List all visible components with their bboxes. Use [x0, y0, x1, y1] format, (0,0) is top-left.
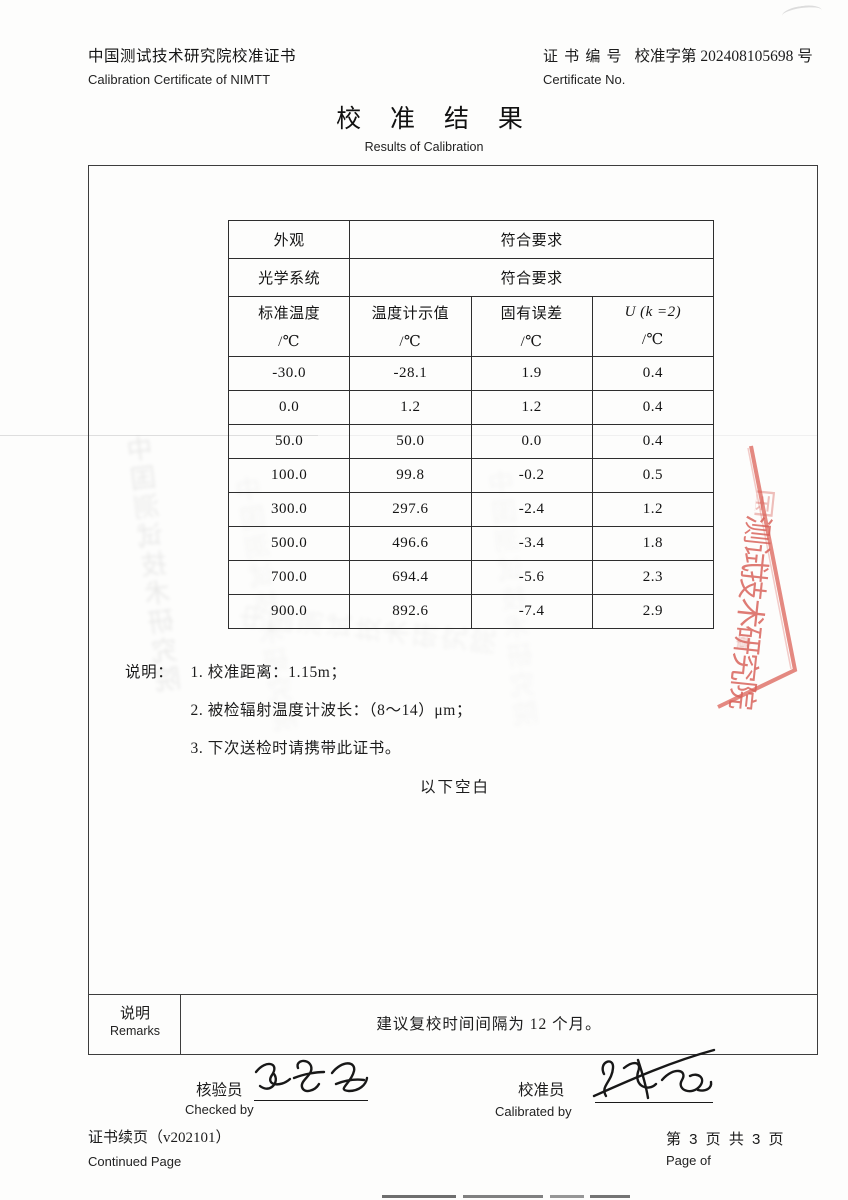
table-cell: 892.6: [349, 594, 472, 629]
table-cell: -2.4: [470, 492, 593, 527]
checked-by-label-en: Checked by: [185, 1102, 254, 1117]
row-value: 符合要求: [349, 220, 714, 259]
table-cell: -5.6: [470, 560, 593, 595]
column-header-uncertainty: U (k =2) /℃: [591, 296, 715, 357]
calibrated-by-label-zh: 校准员: [518, 1082, 565, 1099]
table-cell: -28.1: [349, 356, 472, 391]
table-cell: 900.0: [227, 594, 351, 629]
table-cell: 2.3: [591, 560, 715, 595]
scan-edge-mark: [463, 1195, 543, 1198]
table-row: 700.0 694.4 -5.6 2.3: [227, 560, 715, 595]
scan-edge-mark: [590, 1195, 630, 1198]
table-cell: 300.0: [227, 492, 351, 527]
table-cell: -30.0: [227, 356, 351, 391]
note-line: 说明： 1. 校准距离：1.15m；: [125, 660, 472, 698]
table-cell: -7.4: [470, 594, 593, 629]
footer-page-number-en: Page of: [666, 1153, 711, 1168]
org-title-zh: 中国测试技术研究院校准证书: [88, 48, 297, 65]
note-line: 3. 下次送检时请携带此证书。: [125, 736, 472, 774]
table-row: 300.0 297.6 -2.4 1.2: [227, 492, 715, 527]
checked-by-label-zh: 核验员: [196, 1082, 243, 1099]
column-header-standard-temp: 标准温度 /℃: [227, 296, 351, 357]
column-header-intrinsic-error: 固有误差 /℃: [470, 296, 593, 357]
table-cell: 500.0: [227, 526, 351, 561]
scan-edge-mark: [550, 1195, 584, 1198]
remarks-label-zh: 说明: [119, 1006, 150, 1022]
results-tbody: 外观 符合要求 光学系统 符合要求 标准温度 /℃ 温度计示值 /℃ 固有误差 …: [227, 220, 715, 629]
footer-page-number-zh: 第 3 页 共 3 页: [666, 1131, 786, 1148]
table-cell: 496.6: [349, 526, 472, 561]
table-cell: 0.0: [227, 390, 351, 425]
certificate-number-label: 证 书 编 号: [543, 48, 623, 65]
scan-fold-line: [0, 435, 318, 436]
table-cell: 1.8: [591, 526, 715, 561]
table-row: 100.0 99.8 -0.2 0.5: [227, 458, 715, 493]
table-cell: 0.4: [591, 356, 715, 391]
blank-below-marker: 以下空白: [420, 779, 491, 796]
table-row: 0.0 1.2 1.2 0.4: [227, 390, 715, 425]
calibrated-signature-line: [595, 1102, 713, 1103]
table-cell: 50.0: [227, 424, 351, 459]
certificate-number-value: 校准字第 202408105698 号: [634, 48, 813, 65]
table-row-appearance: 外观 符合要求: [227, 220, 714, 259]
org-title-en: Calibration Certificate of NIMTT: [88, 72, 271, 87]
table-cell: 1.9: [470, 356, 593, 391]
note-item-3: 3. 下次送检时请携带此证书。: [190, 740, 401, 757]
note-item-2: 2. 被检辐射温度计波长：（8～14）μm；: [190, 702, 473, 719]
table-header-row: 标准温度 /℃ 温度计示值 /℃ 固有误差 /℃ U (k =2) /℃: [227, 296, 715, 357]
certificate-number: 证 书 编 号校准字第 202408105698 号: [543, 44, 813, 66]
page-title-zh: 校 准 结 果: [336, 105, 534, 133]
table-cell: 694.4: [349, 560, 472, 595]
notes-label: 说明：: [125, 664, 174, 681]
table-cell: 2.9: [591, 594, 715, 629]
table-cell: 1.2: [349, 390, 472, 425]
table-cell: 1.2: [470, 390, 593, 425]
table-cell: -0.2: [470, 458, 593, 493]
table-row: 500.0 496.6 -3.4 1.8: [227, 526, 715, 561]
table-row: -30.0 -28.1 1.9 0.4: [227, 356, 715, 391]
table-cell: 0.0: [470, 424, 593, 459]
remarks-divider-line: [88, 994, 818, 995]
table-cell: 0.5: [591, 458, 715, 493]
footer-continued-en: Continued Page: [88, 1154, 182, 1169]
checked-signature-line: [254, 1100, 368, 1101]
table-row-optical-system: 光学系统 符合要求: [227, 258, 714, 297]
table-cell: 100.0: [227, 458, 351, 493]
row-value: 符合要求: [349, 258, 714, 297]
certificate-number-label-en: Certificate No.: [543, 72, 626, 87]
table-row: 900.0 892.6 -7.4 2.9: [227, 594, 715, 629]
note-line: 2. 被检辐射温度计波长：（8～14）μm；: [125, 698, 472, 736]
table-cell: 0.4: [591, 390, 715, 425]
notes-block: 说明： 1. 校准距离：1.15m； 2. 被检辐射温度计波长：（8～14）μm…: [125, 660, 472, 774]
table-cell: 99.8: [349, 458, 472, 493]
note-item-1: 1. 校准距离：1.15m；: [190, 664, 347, 681]
table-cell: 700.0: [227, 560, 351, 595]
calibrated-by-label-en: Calibrated by: [495, 1104, 572, 1119]
checked-signature: [254, 1059, 369, 1093]
table-cell: -3.4: [470, 526, 593, 561]
results-table: 外观 符合要求 光学系统 符合要求 标准温度 /℃ 温度计示值 /℃ 固有误差 …: [227, 220, 715, 629]
table-cell: 0.4: [591, 424, 715, 459]
table-cell: 50.0: [349, 424, 472, 459]
scan-stray-mark: [781, 3, 823, 23]
table-cell: 1.2: [591, 492, 715, 527]
remarks-content: 建议复校时间间隔为 12 个月。: [376, 1016, 602, 1033]
calibrated-signature: [592, 1048, 716, 1100]
footer-continued-zh: 证书续页（v202101）: [88, 1130, 231, 1146]
table-row: 50.0 50.0 0.0 0.4: [227, 424, 715, 459]
remarks-label-divider: [180, 994, 181, 1055]
table-cell: 297.6: [349, 492, 472, 527]
remarks-label-en: Remarks: [109, 1024, 160, 1038]
scan-edge-mark: [382, 1195, 456, 1198]
row-label: 光学系统: [227, 258, 351, 297]
column-header-indicated-value: 温度计示值 /℃: [349, 296, 472, 357]
row-label: 外观: [227, 220, 351, 259]
page-title-en: Results of Calibration: [364, 140, 484, 154]
certificate-border-box: [88, 165, 818, 1055]
